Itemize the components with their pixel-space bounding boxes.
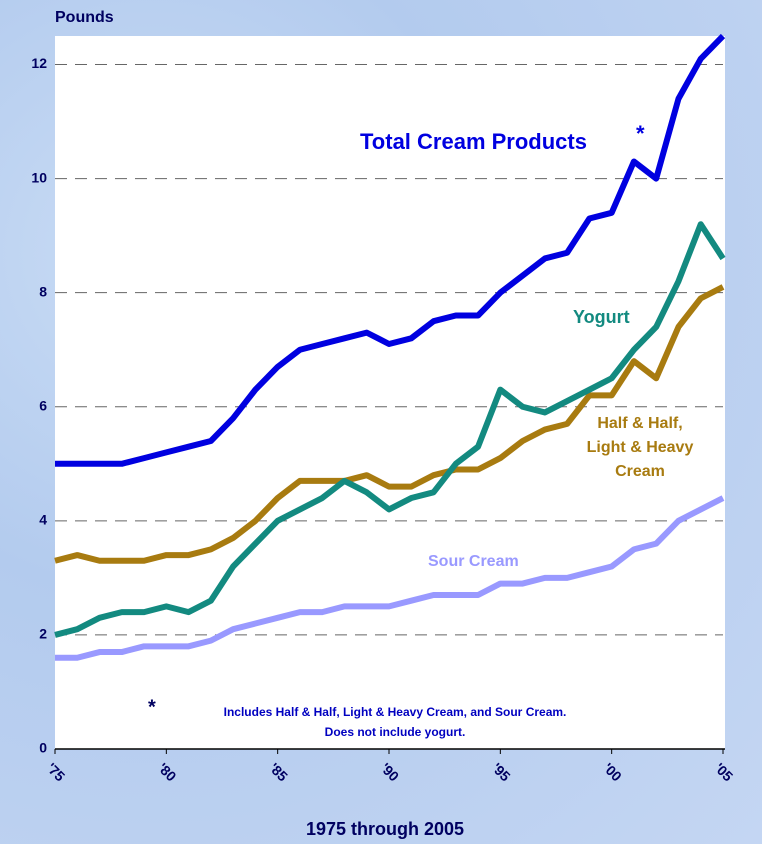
x-tick-label: '75	[44, 760, 69, 785]
y-axis-label: Pounds	[55, 9, 114, 26]
x-tick-label: '85	[266, 760, 291, 785]
series-line	[55, 495, 725, 661]
y-tick-label: 4	[39, 512, 47, 528]
footnote: Includes Half & Half, Light & Heavy Crea…	[224, 705, 567, 719]
x-tick-label: '80	[155, 760, 180, 785]
footnote: Does not include yogurt.	[325, 725, 466, 739]
series-line	[55, 33, 726, 467]
y-tick-label: 12	[31, 55, 47, 71]
x-tick-label: '95	[489, 760, 514, 785]
y-tick-label: 0	[39, 740, 47, 756]
series-label: Sour Cream	[428, 553, 519, 570]
y-tick-label: 8	[39, 283, 47, 299]
y-tick-label: 2	[39, 626, 47, 642]
series-label: Total Cream Products	[360, 129, 587, 154]
x-axis-label: 1975 through 2005	[306, 819, 464, 839]
series-label: Yogurt	[573, 307, 630, 327]
x-tick-label: '05	[712, 760, 737, 785]
y-tick-label: 10	[31, 169, 47, 185]
x-tick-label: '90	[378, 760, 403, 785]
series-line	[54, 284, 725, 564]
x-tick-label: '00	[600, 760, 625, 785]
annotation-star: *	[636, 121, 645, 146]
series-line	[54, 221, 726, 638]
y-tick-label: 6	[39, 397, 47, 413]
series-label: Half & Half, Light & Heavy Cream	[586, 415, 694, 480]
footnote-star: *	[148, 696, 156, 718]
